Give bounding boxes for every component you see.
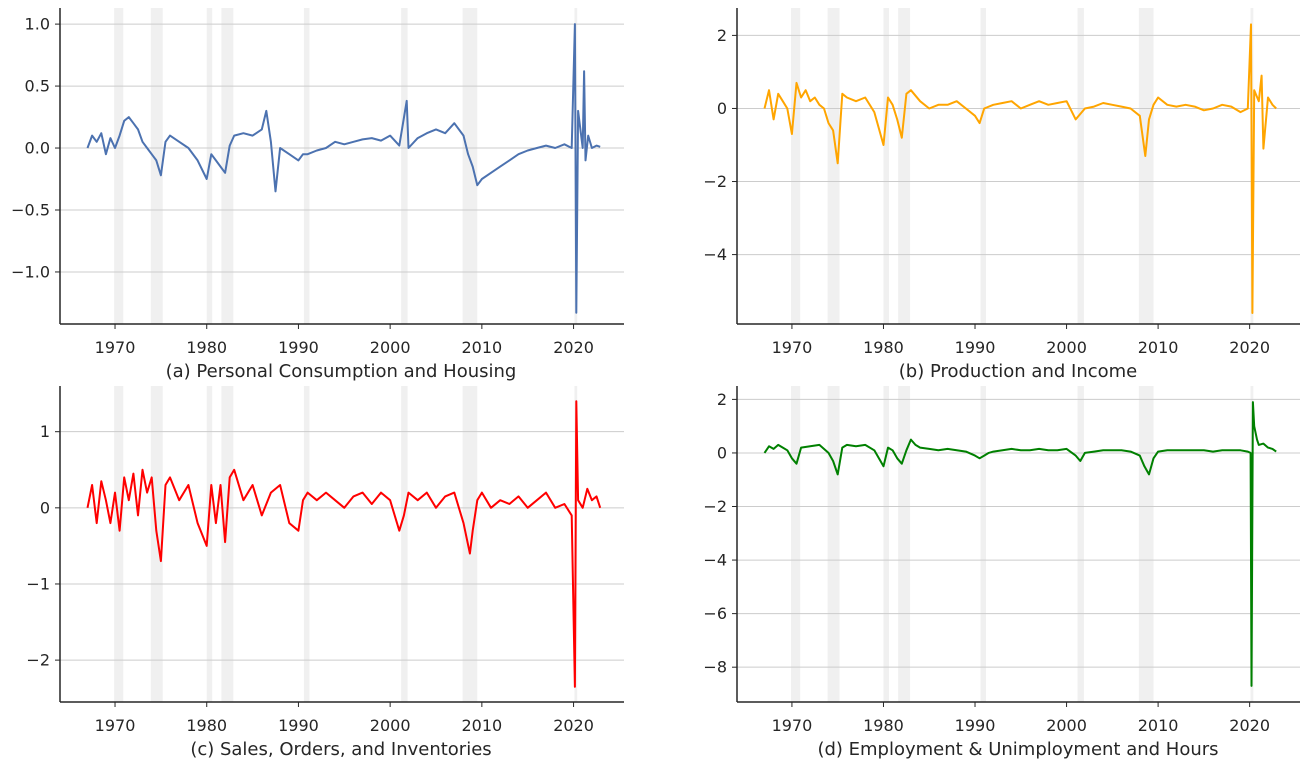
x-tick-label: 1980 [863, 338, 904, 357]
recession-band [827, 8, 840, 324]
y-tick-label: 0 [717, 99, 727, 118]
x-tick-label: 2000 [370, 338, 411, 357]
panel-d: (d) Employment & Unimployment and Hours … [703, 386, 1300, 760]
recession-band [791, 8, 801, 324]
panel-c: (c) Sales, Orders, and Inventories 1 0 −1 −… [26, 386, 624, 760]
x-tick-label: 2020 [1229, 338, 1270, 357]
x-tick-label: 2010 [461, 716, 502, 735]
panel-a: (a) Personal Consumption and Housing 1.0… [11, 8, 624, 382]
recession-band [114, 8, 124, 324]
y-tick-label: −1.0 [11, 262, 50, 281]
y-tick-label: −2 [703, 172, 727, 191]
recession-band [791, 386, 801, 702]
x-tick-label: 1990 [278, 338, 319, 357]
x-tick-label: 2000 [1046, 716, 1087, 735]
recession-band [401, 386, 408, 702]
recession-band [114, 386, 124, 702]
y-tick-label: −6 [703, 604, 727, 623]
x-tick-label: 2020 [1229, 716, 1270, 735]
y-tick-label: 1.0 [25, 15, 50, 34]
recession-band [150, 8, 163, 324]
recession-band [1138, 386, 1154, 702]
series-line [86, 400, 602, 688]
x-tick-label: 1970 [95, 338, 136, 357]
x-tick-label: 1970 [772, 716, 813, 735]
y-tick-label: −4 [703, 551, 727, 570]
recession-band [827, 386, 840, 702]
recession-band [206, 386, 213, 702]
recession-band [980, 386, 987, 702]
y-tick-label: 0 [40, 498, 50, 517]
x-tick-label: 2010 [461, 338, 502, 357]
recession-band [462, 386, 478, 702]
recession-band [150, 386, 163, 702]
x-tick-label: 2000 [370, 716, 411, 735]
recession-band [883, 386, 889, 702]
x-tick-label: 1970 [95, 716, 136, 735]
panel-caption: (d) Employment & Unimployment and Hours [817, 739, 1218, 760]
series-line [763, 401, 1277, 687]
series-line [763, 23, 1277, 314]
panel-caption: (a) Personal Consumption and Housing [166, 361, 517, 382]
x-tick-label: 1990 [955, 338, 996, 357]
y-tick-label: 0.5 [25, 77, 50, 96]
panel-caption: (b) Production and Income [899, 361, 1138, 382]
recession-band [303, 8, 310, 324]
x-tick-label: 1980 [186, 338, 227, 357]
recession-band [401, 8, 408, 324]
series-line [86, 23, 601, 314]
y-tick-label: −8 [703, 658, 727, 677]
x-tick-label: 1970 [772, 338, 813, 357]
recession-band [1138, 8, 1154, 324]
recession-band [1077, 386, 1084, 702]
x-tick-label: 2010 [1138, 338, 1179, 357]
y-tick-label: −0.5 [11, 200, 50, 219]
panel-b: (b) Production and Income 2 0 −2 −4 1970 1980… [703, 8, 1300, 382]
recession-band [898, 386, 911, 702]
y-tick-label: −1 [26, 574, 50, 593]
x-tick-label: 1990 [955, 716, 996, 735]
recession-band [462, 8, 478, 324]
y-tick-label: 0.0 [25, 139, 50, 158]
x-tick-label: 2010 [1138, 716, 1179, 735]
x-tick-label: 1990 [278, 716, 319, 735]
recession-band [1077, 8, 1084, 324]
recession-band [898, 8, 911, 324]
recession-band [980, 8, 987, 324]
x-tick-label: 2000 [1046, 338, 1087, 357]
recession-band [303, 386, 310, 702]
x-tick-label: 1980 [186, 716, 227, 735]
y-tick-label: 2 [717, 390, 727, 409]
y-tick-label: −2 [703, 497, 727, 516]
panel-caption: (c) Sales, Orders, and Inventories [190, 739, 491, 760]
recession-band [883, 8, 889, 324]
y-tick-label: 1 [40, 422, 50, 441]
x-tick-label: 2020 [553, 338, 594, 357]
y-tick-label: −2 [26, 651, 50, 670]
recession-band [221, 386, 234, 702]
y-tick-label: 2 [717, 26, 727, 45]
recession-band [221, 8, 234, 324]
x-tick-label: 1980 [863, 716, 904, 735]
y-tick-label: 0 [717, 443, 727, 462]
y-tick-label: −4 [703, 245, 727, 264]
x-tick-label: 2020 [553, 716, 594, 735]
